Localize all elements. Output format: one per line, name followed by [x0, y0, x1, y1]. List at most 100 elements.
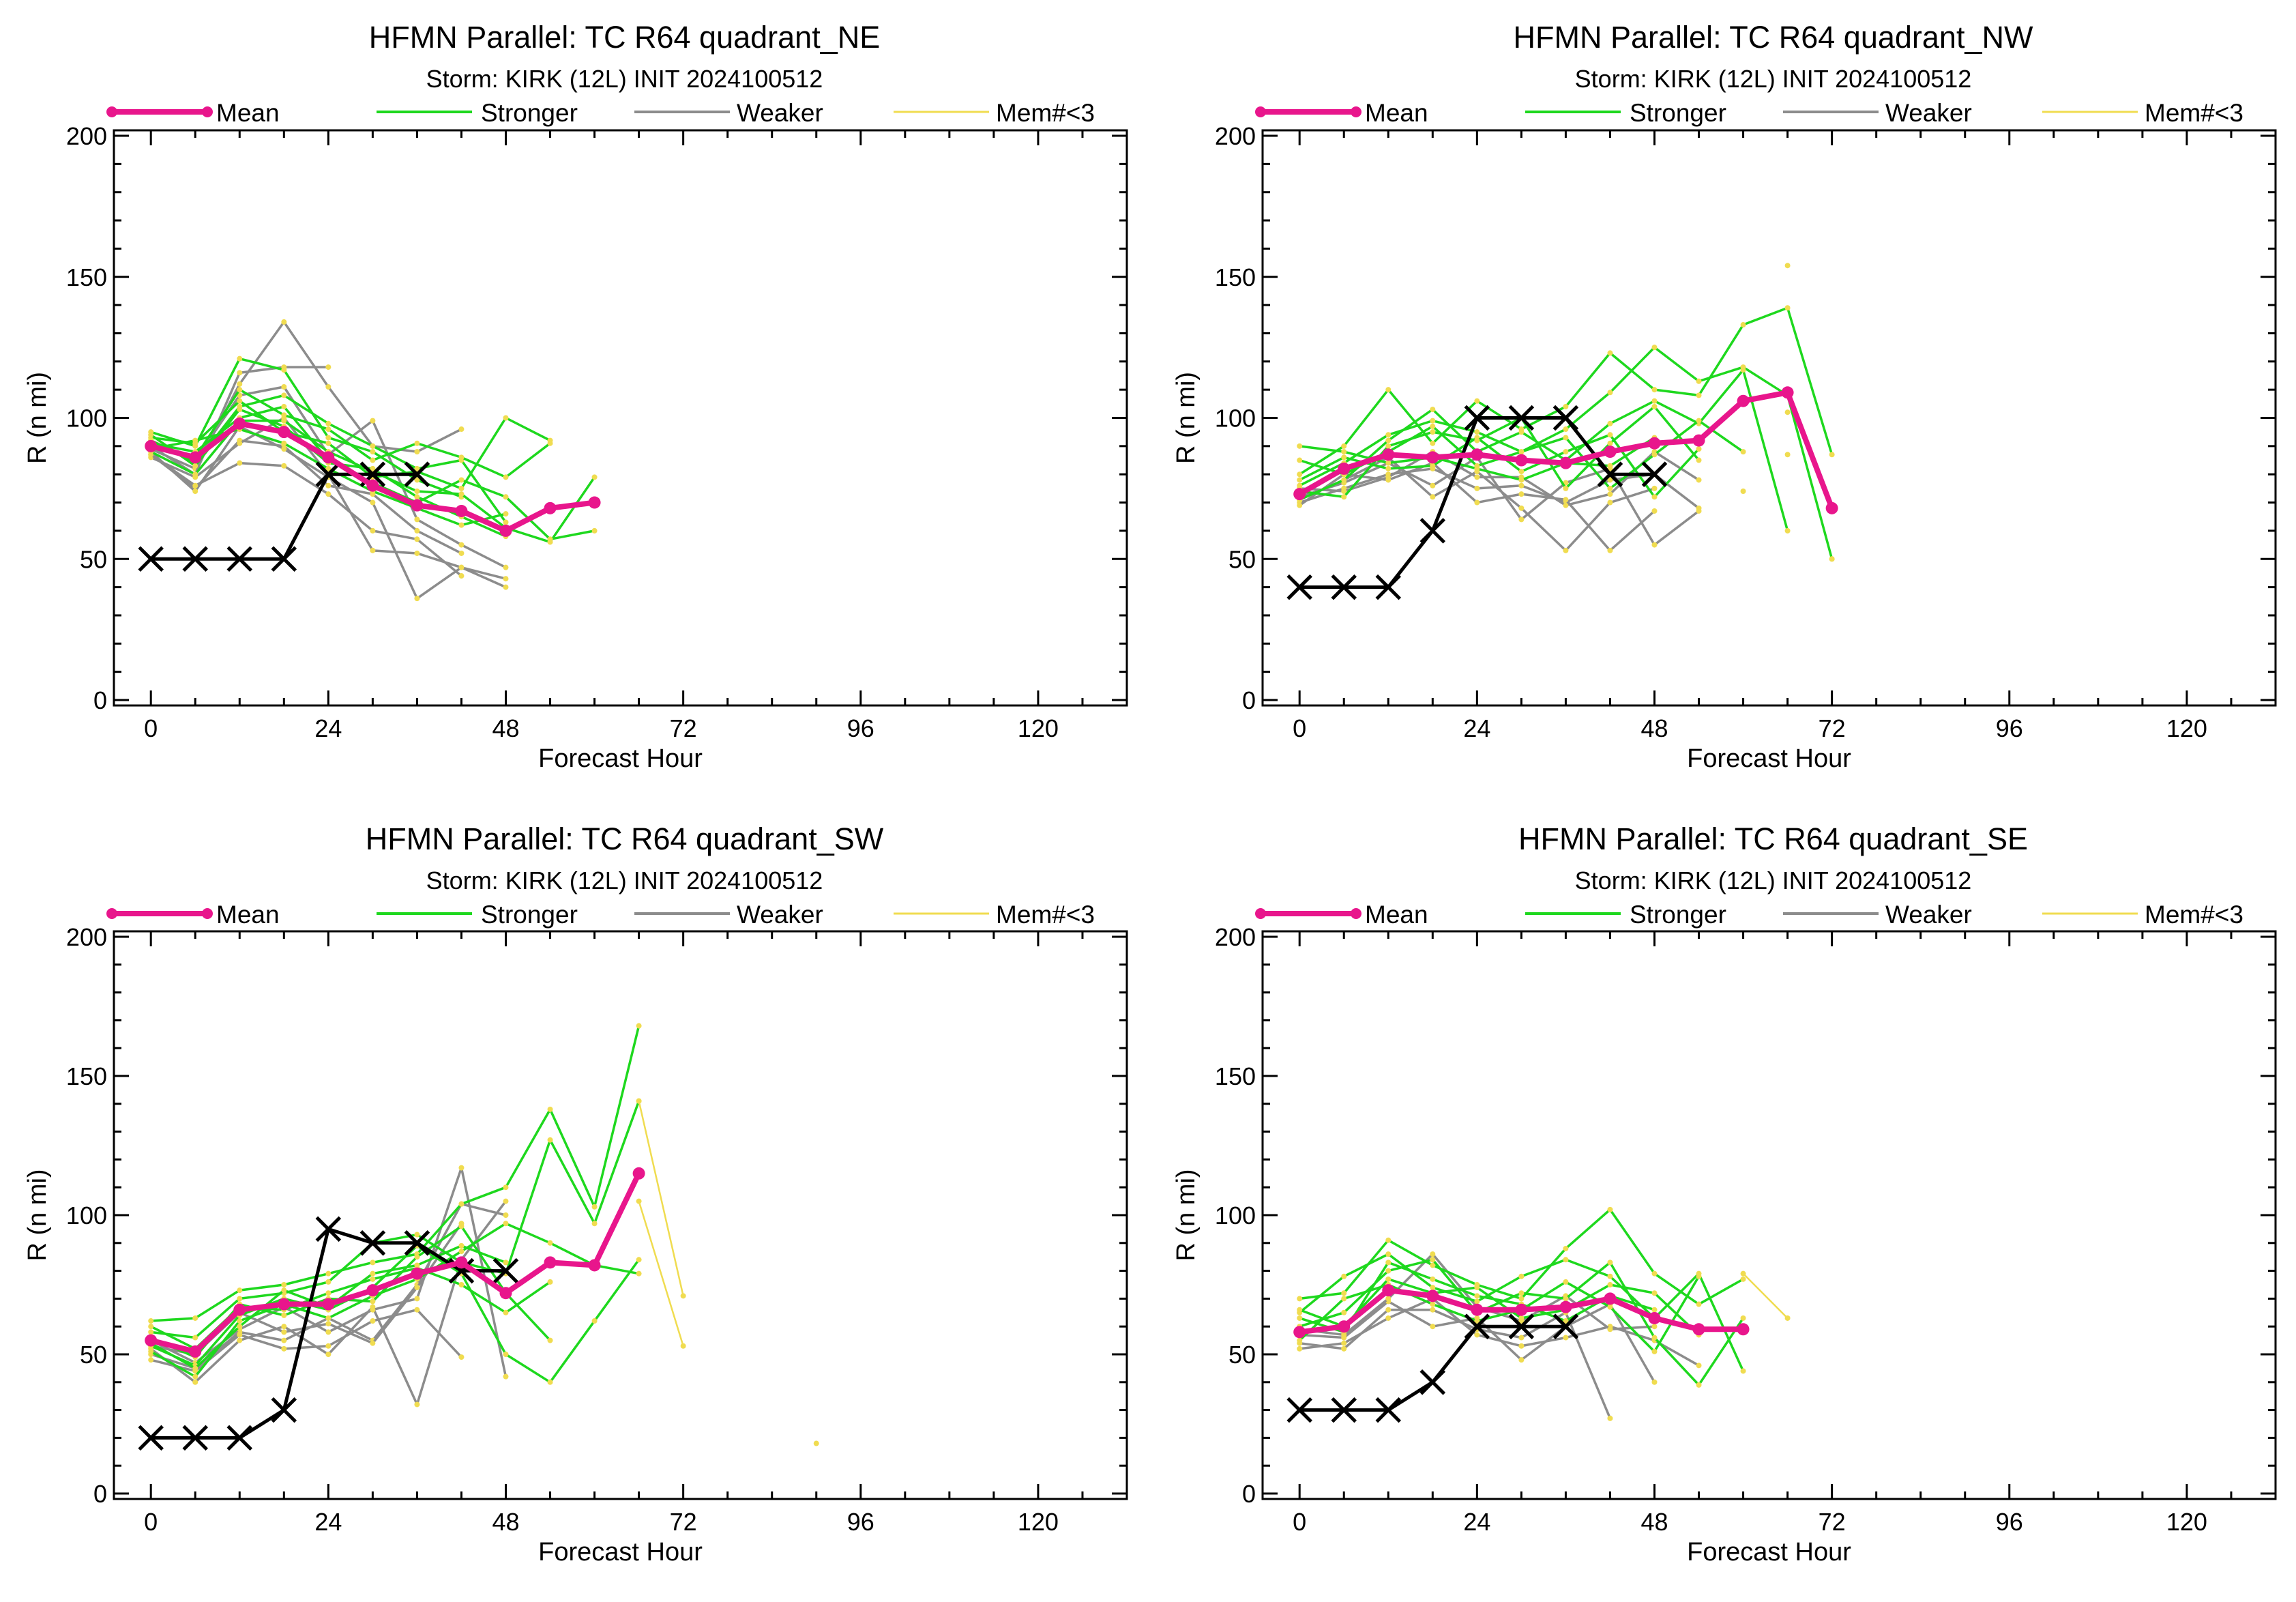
chart-subtitle: Storm: KIRK (12L) INIT 2024100512: [426, 866, 823, 894]
mean-point: [233, 1303, 246, 1316]
stronger-member-line: [150, 1244, 641, 1384]
best-track: [138, 461, 430, 572]
stronger-member-point: [591, 1318, 598, 1324]
weaker-member-point: [1696, 1363, 1702, 1369]
mem-lt3-member-point: [680, 1343, 686, 1349]
y-tick-label: 100: [1215, 405, 1256, 433]
y-tick-label: 150: [66, 1062, 107, 1090]
stronger-member-point: [1651, 494, 1658, 500]
weaker-member-point: [503, 1373, 509, 1380]
weaker-member-point: [1474, 474, 1480, 480]
plot-area: [1286, 1206, 1791, 1423]
stronger-member-point: [1563, 426, 1569, 433]
stronger-member-point: [1563, 1279, 1569, 1285]
y-tick-label: 50: [80, 1341, 107, 1369]
weaker-member: [148, 1307, 465, 1374]
stronger-member: [1297, 367, 1791, 534]
mean-point: [189, 1345, 202, 1358]
chart-subtitle: Storm: KIRK (12L) INIT 2024100512: [1575, 65, 1972, 93]
weaker-member-point: [414, 536, 420, 542]
weaker-member-point: [1518, 1357, 1525, 1363]
mean-point: [1604, 1292, 1617, 1305]
stronger-member-point: [1518, 1296, 1525, 1302]
best-track-marker: [138, 1425, 164, 1451]
weaker-member-point: [370, 1340, 376, 1346]
stronger-member-point: [1607, 1206, 1613, 1212]
mean-series: [1293, 386, 1838, 514]
y-axis-label: R (n mi): [1172, 372, 1201, 464]
stronger-member-point: [1607, 440, 1613, 446]
weaker-member-point: [192, 482, 198, 489]
legend-item-mem: Mem#<3: [2042, 99, 2243, 127]
stronger-member-point: [1474, 429, 1480, 435]
chart-title: HFMN Parallel: TC R64 quadrant_SW: [366, 821, 884, 856]
weaker-member-point: [281, 1329, 287, 1335]
weaker-member-line: [150, 1308, 462, 1373]
stronger-member-point: [591, 1204, 598, 1210]
stronger-member-point: [547, 1240, 553, 1246]
weaker-member-point: [237, 1332, 243, 1338]
stronger-member-line: [1299, 368, 1789, 531]
y-axis-label: R (n mi): [1172, 1169, 1201, 1261]
weaker-member-point: [458, 1354, 465, 1360]
stronger-member-point: [503, 474, 509, 480]
weaker-member-point: [325, 1343, 332, 1349]
stronger-member-point: [281, 1287, 287, 1294]
weaker-member-point: [414, 516, 420, 523]
y-tick-label: 200: [66, 923, 107, 951]
weaker-member-point: [458, 426, 465, 433]
stronger-member-point: [281, 1282, 287, 1287]
weaker-member-point: [1341, 1340, 1347, 1346]
stronger-member-point: [1385, 387, 1392, 393]
stronger-member-point: [325, 426, 332, 433]
stronger-member-point: [237, 398, 243, 404]
mean-point: [1692, 1323, 1705, 1336]
stronger-member-point: [1297, 1337, 1303, 1343]
stronger-member-point: [1297, 1296, 1303, 1302]
stronger-member-point: [1563, 485, 1569, 491]
weaker-member-point: [414, 1296, 420, 1302]
best-track-marker: [182, 546, 209, 572]
plot-frame: [1261, 930, 2277, 1500]
weaker-member-point: [414, 1285, 420, 1291]
weaker-member-point: [458, 542, 465, 548]
mean-point: [1471, 448, 1484, 461]
stronger-member-point: [1518, 1315, 1525, 1321]
stronger-member-point: [636, 1257, 642, 1263]
x-axis-label: Forecast Hour: [538, 1538, 703, 1567]
stronger-member-point: [1341, 1296, 1347, 1302]
legend-item-weaker: Weaker: [1783, 99, 1972, 127]
chart-panel-2: HFMN Parallel: TC R64 quadrant_SW Storm: …: [23, 821, 1128, 1567]
stronger-member-point: [1430, 429, 1436, 435]
weaker-member-point: [503, 584, 509, 590]
stronger-member-point: [547, 1137, 553, 1143]
weaker-member-point: [414, 527, 420, 534]
stronger-member-point: [237, 1324, 243, 1330]
best-track-marker: [271, 546, 297, 572]
weaker-member-point: [1696, 508, 1702, 514]
stronger-member-point: [1607, 420, 1613, 426]
weaker-member-point: [1696, 477, 1702, 483]
mean-point: [455, 504, 468, 517]
stronger-member-point: [1385, 465, 1392, 471]
stronger-member-point: [1607, 350, 1613, 356]
legend-label-mean: Mean: [216, 99, 280, 127]
stronger-member-point: [281, 440, 287, 446]
mean-point: [278, 1298, 291, 1311]
stronger-member-point: [1430, 1276, 1436, 1282]
stronger-member-point: [1563, 1318, 1569, 1324]
plot-frame: [1261, 129, 2277, 707]
mean-point: [322, 1298, 335, 1311]
weaker-member-point: [325, 1329, 332, 1335]
mean-point: [1426, 1290, 1439, 1302]
stronger-member-point: [1341, 1290, 1347, 1296]
stronger-member-point: [1430, 1257, 1436, 1263]
weaker-member-point: [325, 364, 332, 370]
stronger-member-point: [1385, 1276, 1392, 1282]
plot-area: [1286, 263, 1838, 600]
stronger-member-point: [591, 527, 598, 534]
stronger-member-point: [370, 457, 376, 463]
stronger-member-point: [1297, 457, 1303, 463]
stronger-member-point: [1563, 1245, 1569, 1251]
best-track-marker: [315, 1216, 342, 1242]
